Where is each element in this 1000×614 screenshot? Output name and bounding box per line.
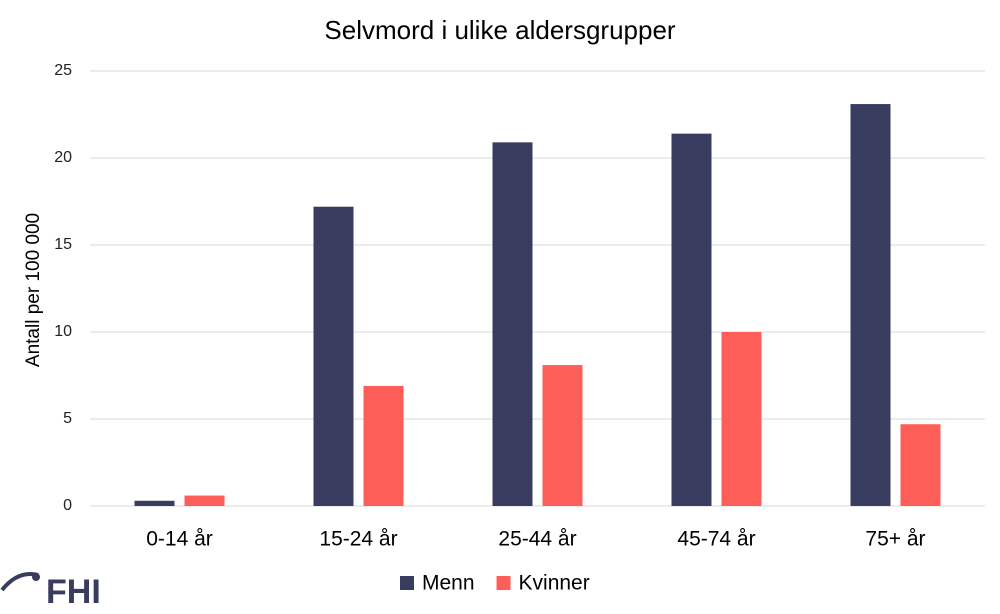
bar	[363, 385, 404, 506]
y-tick-label: 5	[63, 410, 72, 427]
chart-title: Selvmord i ulike aldersgrupper	[324, 15, 676, 45]
bar	[900, 424, 941, 506]
y-tick-label: 15	[54, 236, 72, 253]
y-tick-label: 0	[63, 497, 72, 514]
x-tick-label: 75+ år	[865, 528, 925, 551]
bar	[850, 104, 891, 506]
bar	[134, 500, 175, 506]
y-tick-label: 20	[54, 149, 72, 166]
x-tick-label: 25-44 år	[498, 528, 576, 551]
y-tick-label: 10	[54, 323, 72, 340]
bar	[184, 495, 225, 506]
bar	[721, 332, 762, 506]
y-axis-label: Antall per 100 000	[23, 213, 44, 367]
bar	[542, 365, 583, 506]
x-tick-label: 15-24 år	[319, 528, 397, 551]
x-tick-label: 0-14 år	[146, 528, 213, 551]
y-tick-label: 25	[54, 62, 72, 79]
logo-text: FHI	[46, 573, 101, 611]
legend-swatch	[496, 576, 511, 590]
legend-swatch	[400, 576, 414, 590]
bar	[671, 133, 712, 506]
legend-label: Kvinner	[519, 572, 590, 595]
logo-dot	[32, 573, 40, 581]
bar	[313, 206, 354, 506]
x-tick-label: 45-74 år	[677, 528, 755, 551]
logo: FHI	[0, 572, 101, 611]
bar	[492, 142, 533, 506]
legend-label: Menn	[422, 572, 475, 595]
